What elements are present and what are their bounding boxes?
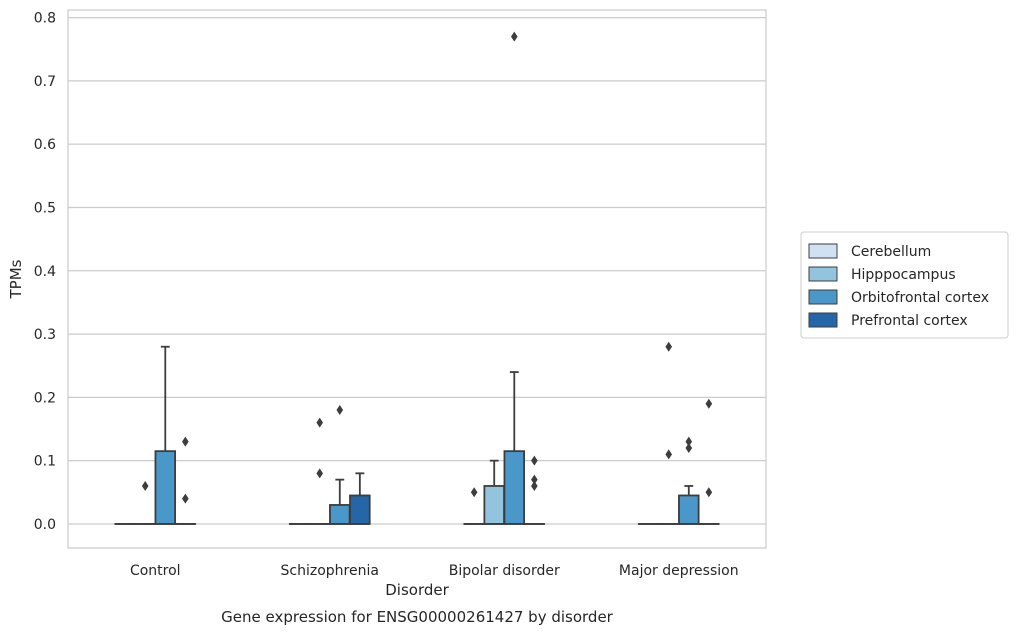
boxes bbox=[114, 31, 720, 525]
y-tick-label: 0.4 bbox=[34, 264, 56, 280]
outlier-point bbox=[510, 31, 518, 42]
outlier-point bbox=[705, 398, 713, 409]
box-hipppocampus bbox=[134, 480, 156, 525]
y-tick-label: 0.1 bbox=[34, 454, 56, 470]
y-tick-label: 0.0 bbox=[34, 517, 56, 533]
outlier-point bbox=[182, 493, 189, 504]
outlier-point bbox=[336, 405, 344, 416]
x-tick-labels: Control Schizophrenia Bipolar disorder Majo… bbox=[130, 563, 739, 579]
outlier-point bbox=[182, 436, 189, 447]
legend-swatch bbox=[808, 243, 838, 259]
grid-lines bbox=[68, 16, 766, 525]
box-prefrontal-cortex bbox=[698, 398, 720, 525]
plot-frame bbox=[67, 9, 767, 549]
outlier-point bbox=[665, 341, 673, 352]
box-prefrontal-cortex bbox=[349, 472, 371, 525]
y-tick-label: 0.8 bbox=[34, 11, 56, 27]
y-tick-label: 0.5 bbox=[34, 200, 56, 216]
box-body bbox=[154, 450, 177, 525]
legend-label: Orbitofrontal cortex bbox=[851, 290, 989, 306]
box-orbitofrontal-cortex bbox=[154, 345, 177, 525]
box-orbitofrontal-cortex bbox=[329, 405, 351, 525]
y-tick-label: 0.2 bbox=[34, 390, 56, 406]
box-body bbox=[349, 494, 371, 525]
legend-swatch bbox=[808, 289, 838, 305]
outlier-point bbox=[531, 455, 538, 466]
x-tick-label: Bipolar disorder bbox=[449, 563, 560, 579]
box-prefrontal-cortex bbox=[174, 436, 197, 525]
box-hipppocampus bbox=[657, 341, 680, 525]
outlier-point bbox=[531, 480, 538, 491]
y-tick-labels: 0.0 0.1 0.2 0.3 0.4 0.5 0.6 0.7 0.8 bbox=[34, 11, 56, 533]
legend-swatch bbox=[808, 266, 838, 282]
box-orbitofrontal-cortex bbox=[503, 31, 526, 525]
outlier-point bbox=[316, 468, 324, 479]
outlier-point bbox=[141, 480, 149, 491]
chart-title: Gene expression for ENSG00000261427 by d… bbox=[221, 608, 614, 626]
outlier-point bbox=[531, 474, 538, 485]
x-axis-label: Disorder bbox=[385, 581, 449, 599]
x-tick-label: Schizophrenia bbox=[281, 563, 379, 579]
box-prefrontal-cortex bbox=[523, 455, 546, 525]
outlier-point bbox=[316, 417, 324, 428]
outlier-point bbox=[470, 487, 478, 498]
y-tick-label: 0.7 bbox=[34, 74, 56, 90]
box-body bbox=[503, 450, 526, 525]
outlier-point bbox=[685, 442, 693, 453]
y-tick-label: 0.6 bbox=[34, 137, 56, 153]
box-body bbox=[678, 494, 700, 525]
y-tick-label: 0.3 bbox=[34, 327, 56, 343]
legend-label: Cerebellum bbox=[851, 244, 931, 260]
y-axis-label: TPMs bbox=[7, 259, 25, 299]
box-cerebellum bbox=[463, 487, 485, 525]
box-hipppocampus bbox=[308, 417, 331, 525]
x-tick-label: Control bbox=[130, 563, 181, 579]
legend: Cerebellum Hipppocampus Orbitofrontal cort… bbox=[800, 231, 1009, 339]
box-orbitofrontal-cortex bbox=[678, 436, 700, 525]
outlier-point bbox=[685, 436, 693, 447]
box-hipppocampus bbox=[483, 459, 505, 525]
outlier-point bbox=[665, 449, 673, 460]
outlier-point bbox=[705, 487, 713, 498]
legend-label: Hipppocampus bbox=[851, 267, 956, 283]
box-body bbox=[483, 485, 505, 525]
legend-swatch bbox=[808, 312, 838, 328]
box-body bbox=[329, 504, 351, 525]
legend-label: Prefrontal cortex bbox=[851, 313, 968, 329]
legend-frame bbox=[800, 231, 1009, 339]
x-tick-label: Major depression bbox=[619, 563, 739, 579]
